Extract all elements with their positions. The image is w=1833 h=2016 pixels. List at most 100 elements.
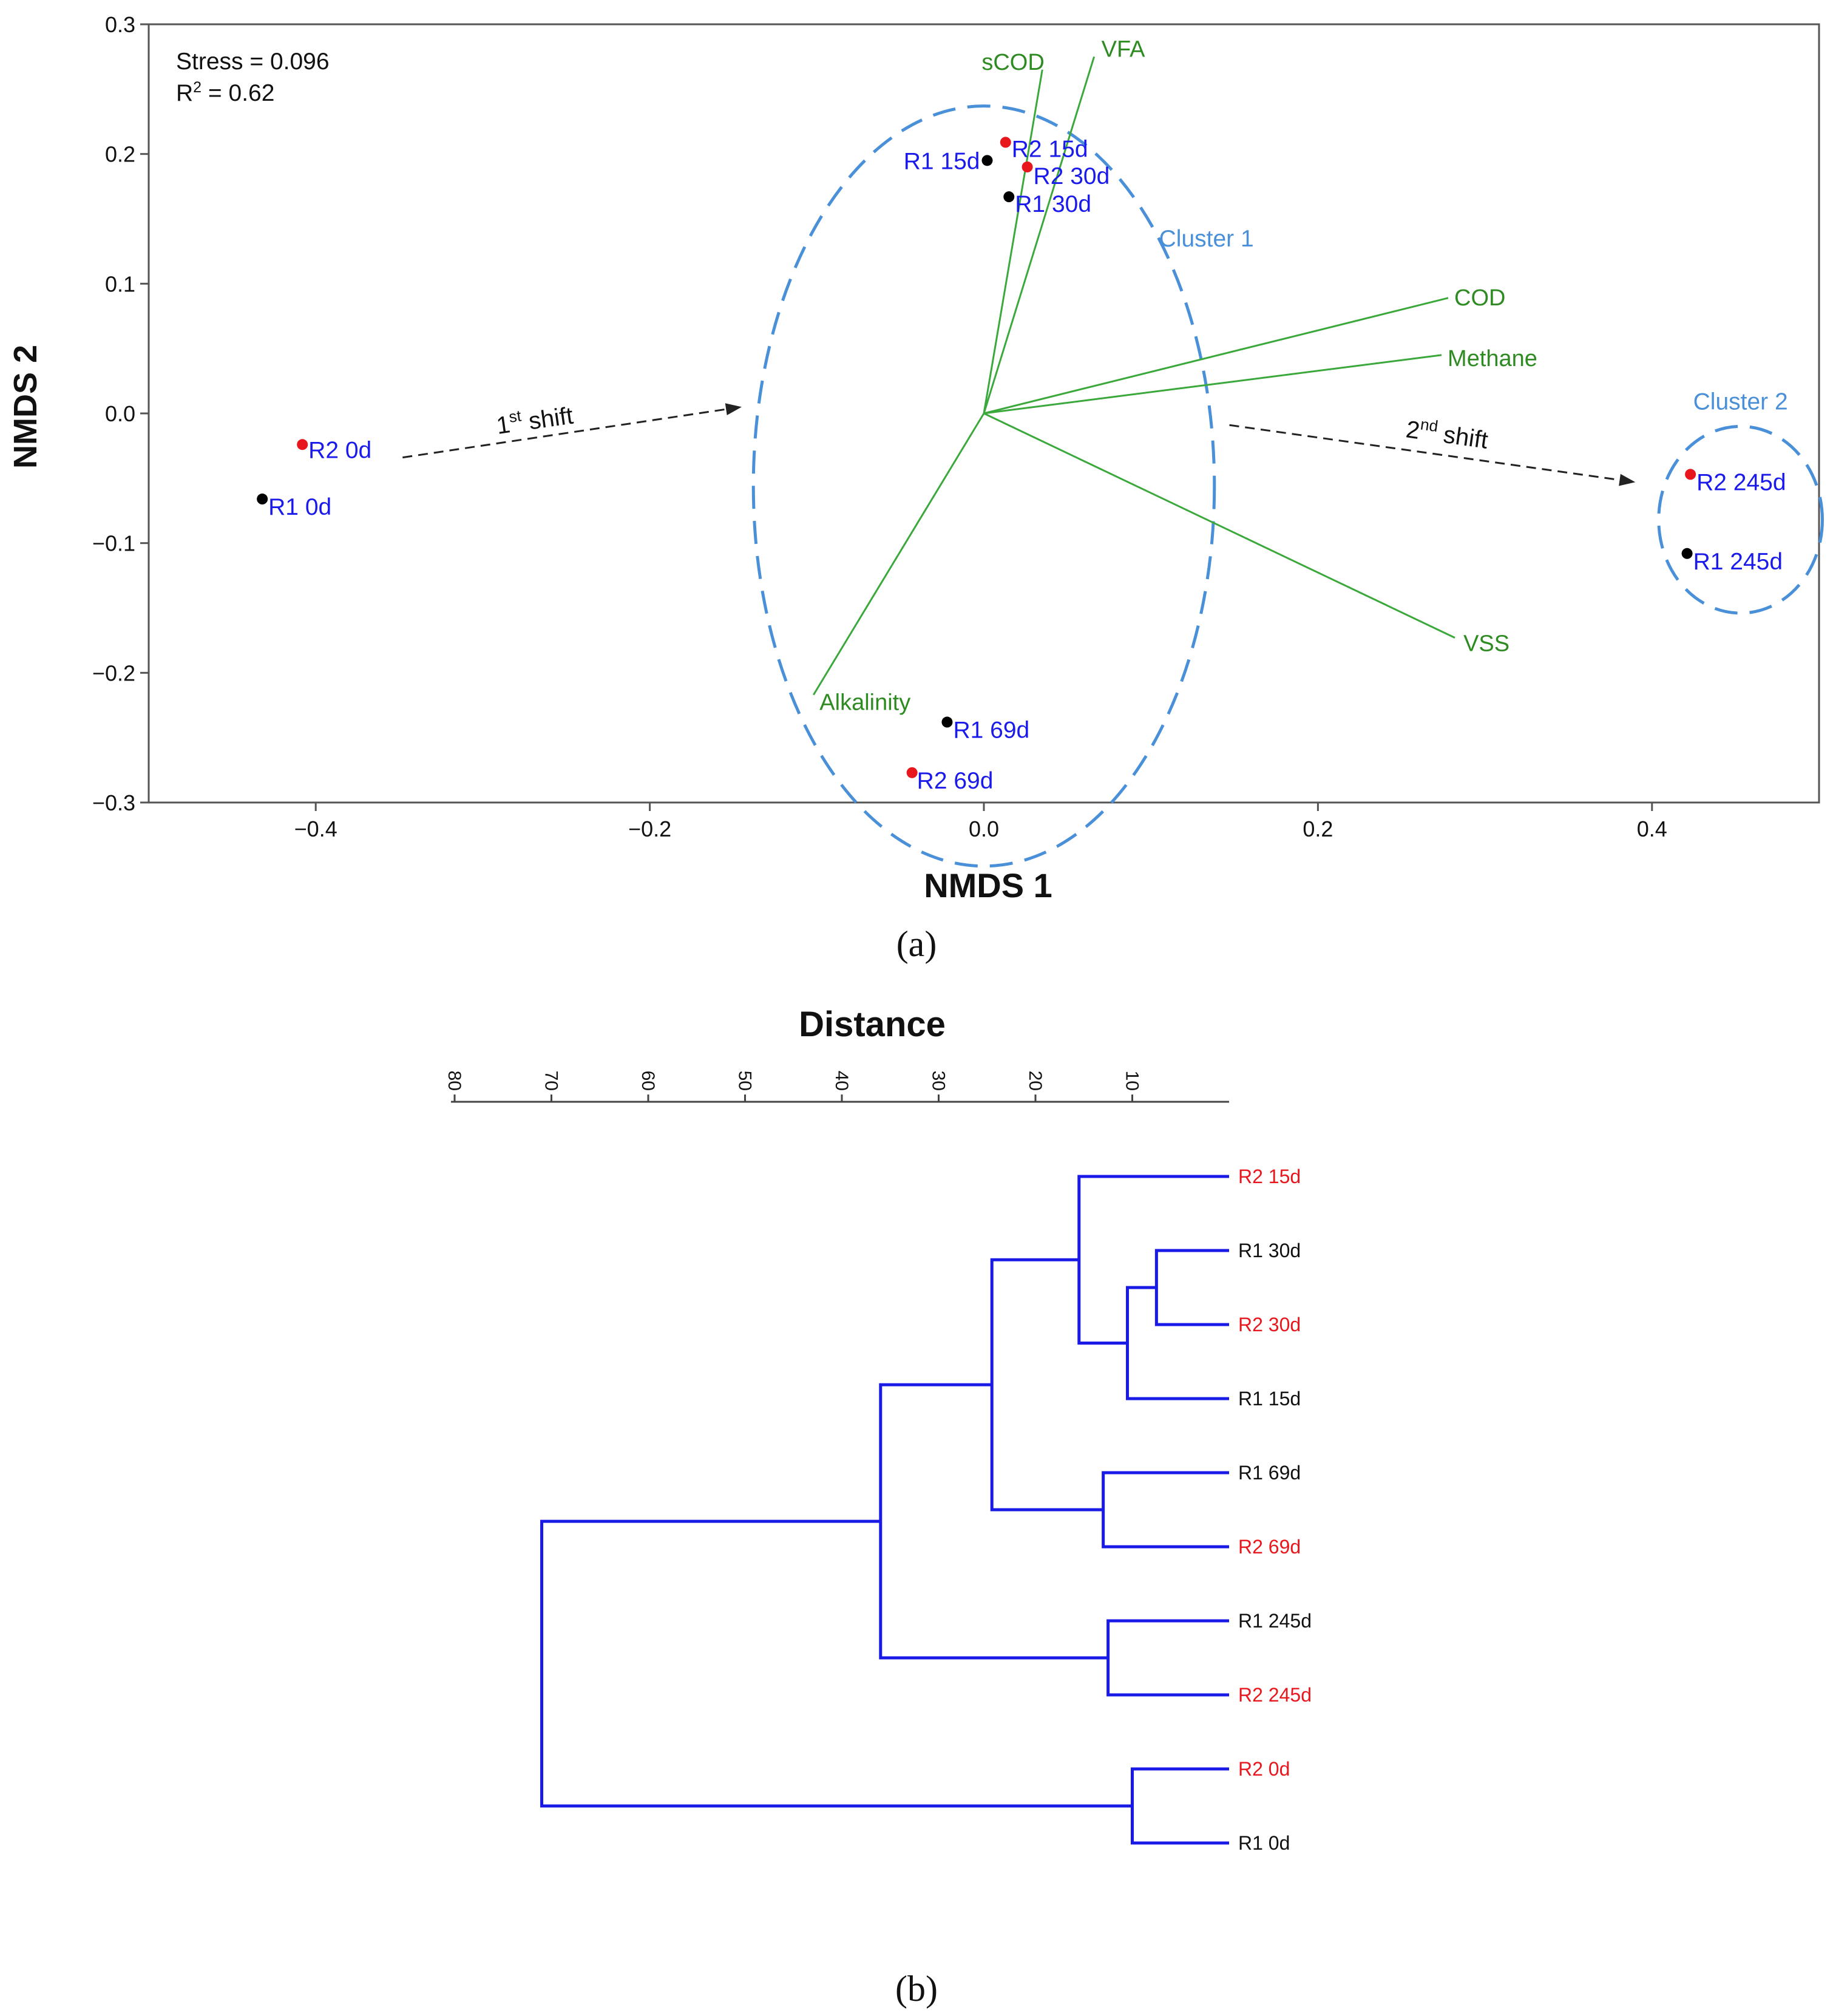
dendrogram-branch — [1106, 1619, 1229, 1697]
dendrogram-branch — [990, 1258, 1103, 1512]
leaf-label: R2 245d — [1238, 1684, 1312, 1706]
sample-point — [906, 767, 918, 778]
vector-line — [983, 354, 1442, 415]
shift-label-sup: nd — [1419, 415, 1439, 435]
point-label: R1 245d — [1693, 549, 1783, 575]
sample-point — [1685, 469, 1696, 480]
cluster-ellipse — [1657, 424, 1825, 615]
sample-point — [1000, 137, 1011, 148]
dendrogram-branch — [879, 1383, 1108, 1660]
sample-point — [981, 155, 993, 166]
stress-label: Stress = 0.096 — [176, 49, 330, 75]
shift-arrow-line — [1229, 424, 1620, 481]
vector-label: Methane — [1448, 346, 1537, 372]
point-label: R1 69d — [953, 718, 1029, 744]
y-tick-label: 0.2 — [105, 142, 135, 167]
distance-tick-label: 60 — [638, 1071, 658, 1091]
distance-tick-label: 50 — [735, 1071, 755, 1091]
dendrogram-branch — [1131, 1767, 1229, 1845]
shift-label: 2nd shift — [1404, 413, 1490, 453]
vector-label: Alkalinity — [819, 690, 910, 716]
vector-line — [983, 297, 1449, 415]
y-tick-label: −0.3 — [92, 790, 135, 815]
x-tick-label: 0.0 — [969, 816, 999, 841]
x-tick-label: 0.2 — [1303, 816, 1333, 841]
point-label: R2 69d — [917, 768, 994, 794]
cluster-label: Cluster 2 — [1693, 389, 1788, 415]
distance-axis: 10 20 30 40 50 60 70 80 — [444, 1071, 1229, 1103]
distance-title: Distance — [799, 1005, 946, 1044]
y-tick-label: 0.0 — [105, 401, 135, 426]
leaf-label: R1 245d — [1238, 1610, 1312, 1632]
dendrogram-branch — [1102, 1471, 1229, 1549]
x-axis-title: NMDS 1 — [924, 866, 1052, 904]
x-axis: −0.4 −0.2 0.0 0.2 0.4 — [294, 803, 1667, 841]
cluster-ellipse — [751, 104, 1216, 868]
y-tick-label: 0.1 — [105, 271, 135, 296]
vector-label: VSS — [1463, 631, 1509, 657]
shift-label-base: 2 — [1404, 416, 1421, 444]
distance-tick-label: 10 — [1122, 1071, 1142, 1091]
point-label: R1 30d — [1015, 191, 1091, 217]
vector-line — [813, 413, 985, 696]
point-label: R2 15d — [1012, 136, 1088, 162]
dendrogram-branch — [1126, 1286, 1229, 1400]
vector-label: COD — [1454, 285, 1505, 311]
dendrogram-branches — [540, 1175, 1229, 1845]
leaf-label: R1 69d — [1238, 1462, 1301, 1484]
y-axis-title: NMDS 2 — [7, 345, 44, 469]
distance-tick-label: 70 — [541, 1071, 561, 1091]
y-axis: −0.3 −0.2 −0.1 0.0 0.1 0.2 0.3 — [92, 12, 149, 815]
caption-a: (a) — [896, 924, 937, 964]
point-label: R2 245d — [1696, 469, 1786, 495]
distance-tick-label: 30 — [929, 1071, 949, 1091]
leaf-label: R2 30d — [1238, 1314, 1301, 1336]
vector-line — [983, 69, 1043, 414]
y-tick-label: −0.2 — [92, 660, 135, 685]
shift-arrow-line — [402, 408, 727, 459]
x-tick-label: −0.4 — [294, 816, 337, 841]
leaf-label: R2 15d — [1238, 1166, 1301, 1187]
caption-b: (b) — [895, 1969, 938, 2009]
sample-point — [297, 439, 308, 450]
leaf-label: R1 0d — [1238, 1832, 1290, 1854]
leaf-labels: R2 15d R1 30d R2 30d R1 15d R1 69d R2 69d R1 2… — [1238, 1166, 1312, 1854]
distance-tick-label: 40 — [832, 1071, 852, 1091]
point-label: R2 0d — [308, 437, 371, 463]
sample-point — [941, 716, 953, 728]
y-tick-label: −0.1 — [92, 531, 135, 556]
sample-point — [257, 494, 268, 505]
cluster-label: Cluster 1 — [1159, 226, 1254, 252]
sample-point — [1003, 191, 1015, 203]
r2-label: R2 = 0.62 — [176, 79, 274, 106]
vector-line — [983, 412, 1455, 639]
dendrogram-branch — [540, 1519, 1133, 1808]
y-tick-label: 0.3 — [105, 12, 135, 37]
vector-label: VFA — [1102, 36, 1145, 62]
vector-line — [983, 56, 1096, 414]
distance-tick-label: 80 — [444, 1071, 464, 1091]
leaf-label: R1 15d — [1238, 1388, 1301, 1410]
sample-point — [1022, 161, 1033, 173]
shift-label-rest: shift — [520, 402, 575, 436]
nmds-panel: −0.3 −0.2 −0.1 0.0 0.1 0.2 0.3 −0.4 −0.2 0.0 0.2 0… — [7, 12, 1825, 964]
cluster-ellipses: Cluster 1 Cluster 2 — [751, 104, 1825, 868]
shift-arrow-head — [1619, 473, 1636, 486]
leaf-label: R1 30d — [1238, 1240, 1301, 1261]
x-tick-label: 0.4 — [1637, 816, 1667, 841]
point-label: R1 0d — [268, 494, 331, 520]
shift-label-rest: shift — [1435, 420, 1489, 453]
dendrogram-branch — [1154, 1249, 1229, 1326]
shift-arrows: 1st shift 2nd shift — [402, 402, 1636, 486]
x-tick-label: −0.2 — [628, 816, 671, 841]
point-label: R2 30d — [1034, 163, 1110, 189]
sample-point — [1681, 548, 1693, 559]
distance-tick-label: 20 — [1025, 1071, 1045, 1091]
dendrogram-branch — [1077, 1175, 1229, 1345]
leaf-label: R2 69d — [1238, 1536, 1301, 1558]
env-vectors: sCOD VFA COD Methane VSS Alkalinity — [813, 36, 1537, 716]
shift-arrow-head — [725, 403, 742, 416]
